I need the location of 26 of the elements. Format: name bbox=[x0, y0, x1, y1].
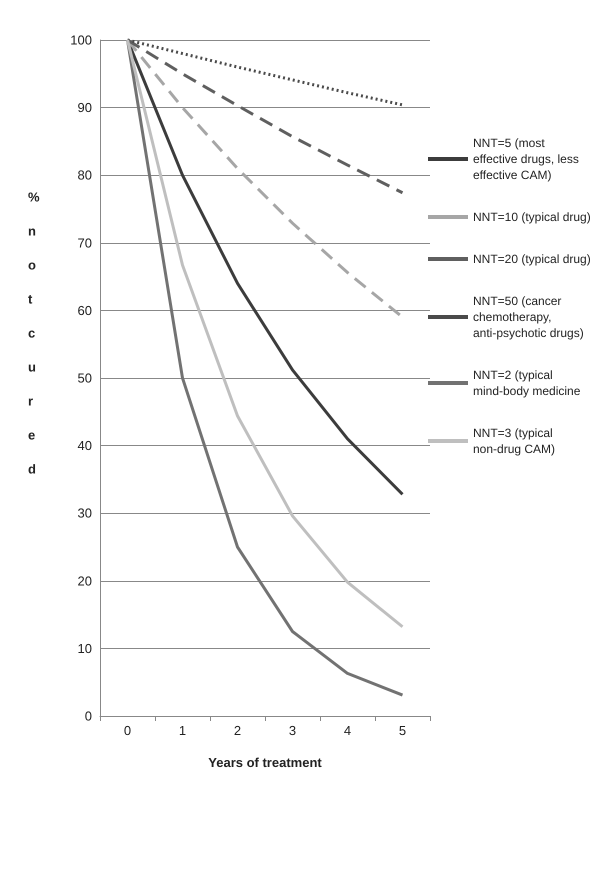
line-series bbox=[126, 38, 404, 106]
legend-label: NNT=2 (typical mind-body medicine bbox=[473, 368, 581, 398]
y-tick-label: 20 bbox=[78, 573, 92, 588]
x-tick-label: 3 bbox=[288, 723, 296, 738]
y-tick-label: 30 bbox=[78, 506, 92, 521]
y-tick-label: 50 bbox=[78, 370, 92, 386]
legend-label: NNT=10 (typical drug) bbox=[473, 210, 591, 224]
legend-label: NNT=50 (cancer chemotherapy, anti-psychotic drugs) bbox=[473, 294, 584, 340]
x-tick-label: 4 bbox=[344, 723, 352, 738]
y-tick-label: 70 bbox=[78, 235, 92, 250]
y-tick-label: 40 bbox=[78, 438, 92, 454]
y-tick-label: 100 bbox=[70, 32, 92, 48]
y-tick-label: 80 bbox=[78, 168, 92, 183]
x-tick-label: 1 bbox=[178, 723, 186, 738]
x-tick-label: 2 bbox=[234, 723, 242, 738]
legend-label: NNT=3 (typical non-drug CAM) bbox=[473, 426, 556, 456]
x-axis-title: Years of treatment bbox=[208, 755, 322, 770]
y-tick-label: 10 bbox=[78, 640, 92, 656]
legend-label: NNT=5 (most effective drugs, less effective CAM) bbox=[473, 136, 582, 182]
text: % not cured bbox=[28, 190, 40, 476]
y-tick-label: 90 bbox=[78, 100, 92, 116]
y-tick-label: 60 bbox=[78, 302, 92, 318]
x-tick-label: 0 bbox=[124, 723, 132, 738]
legend-label: NNT=20 (typical drug) bbox=[473, 252, 591, 266]
x-tick-label: 5 bbox=[398, 723, 406, 738]
y-tick-label: 0 bbox=[84, 708, 92, 724]
